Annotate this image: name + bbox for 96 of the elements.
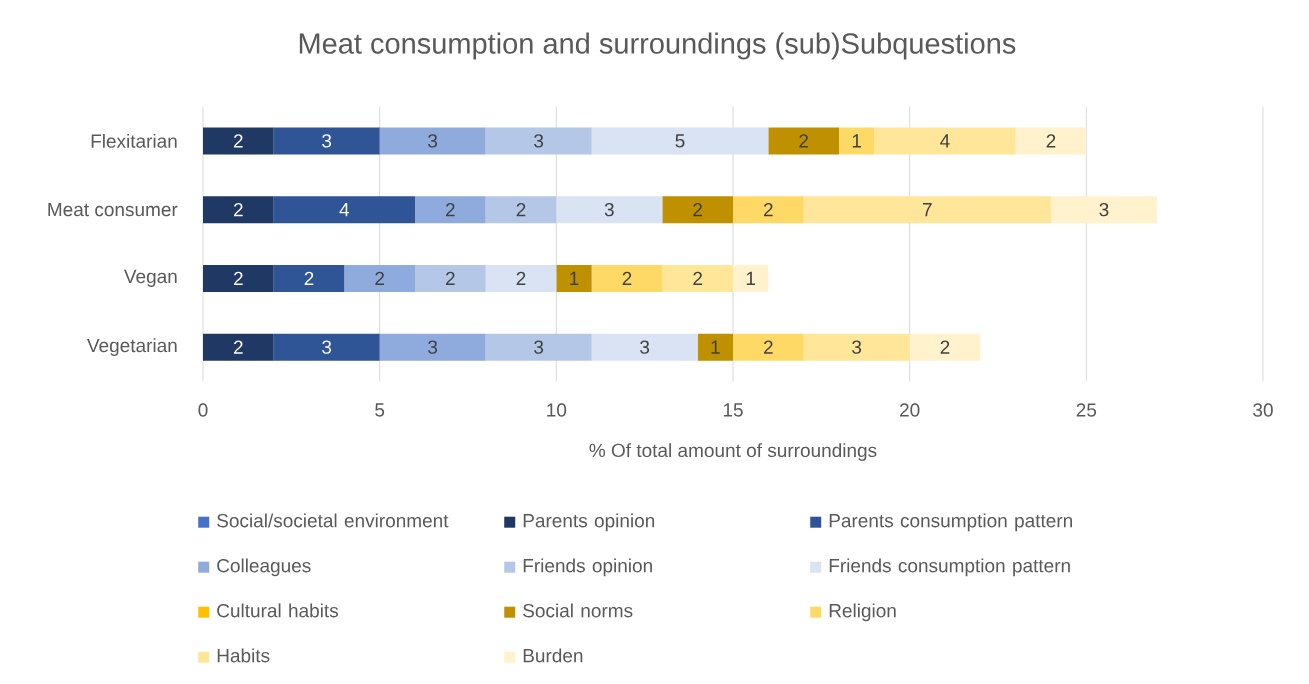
bar bbox=[591, 264, 663, 292]
data-label: 2 bbox=[763, 203, 773, 217]
x-tick-label: 15 bbox=[723, 403, 743, 417]
legend-label: Social norms bbox=[523, 603, 633, 618]
data-label: 2 bbox=[1046, 134, 1056, 148]
data-label: 3 bbox=[534, 340, 544, 354]
bar bbox=[273, 127, 380, 155]
legend-label: Habits bbox=[217, 648, 270, 663]
data-label: 2 bbox=[234, 271, 243, 286]
bar bbox=[732, 196, 804, 224]
x-tick-label: 0 bbox=[198, 403, 208, 417]
data-label: 1 bbox=[746, 271, 756, 285]
data-label: 1 bbox=[852, 134, 862, 148]
bar bbox=[732, 264, 769, 292]
data-label: 3 bbox=[322, 134, 332, 148]
x-tick-label: 5 bbox=[375, 403, 385, 417]
bar bbox=[591, 333, 698, 361]
bar bbox=[273, 333, 380, 361]
bar bbox=[415, 264, 486, 292]
legend-label: Colleagues bbox=[217, 558, 311, 577]
data-label: 2 bbox=[446, 271, 455, 286]
y-tick-label: Meat consumer bbox=[48, 202, 178, 217]
bar bbox=[909, 333, 981, 361]
data-label: 4 bbox=[339, 203, 350, 217]
data-label: 7 bbox=[923, 203, 932, 217]
data-label: 3 bbox=[428, 340, 438, 354]
data-label: 2 bbox=[234, 203, 243, 217]
data-label: 2 bbox=[799, 134, 808, 148]
legend-label: Cultural habits bbox=[217, 603, 339, 618]
bar bbox=[485, 333, 592, 361]
bar bbox=[203, 333, 274, 361]
legend-label: Social/societal environment bbox=[217, 513, 449, 528]
legend-label: Parents opinion bbox=[523, 513, 655, 532]
data-label: 5 bbox=[675, 134, 685, 148]
x-tick-label: 25 bbox=[1076, 403, 1097, 417]
chart-title: Meat consumption and surroundings (sub)Subquestions bbox=[299, 32, 1016, 60]
legend-label: Friends opinion bbox=[523, 558, 652, 577]
y-tick-label: Flexitarian bbox=[91, 133, 177, 148]
bar bbox=[662, 196, 733, 224]
data-label: 3 bbox=[428, 134, 438, 148]
data-label: 2 bbox=[516, 271, 526, 286]
legend-label: Burden bbox=[523, 648, 583, 663]
y-tick-label: Vegetarian bbox=[87, 338, 177, 356]
bar bbox=[203, 196, 274, 224]
bar bbox=[415, 196, 486, 224]
bar bbox=[1050, 196, 1157, 224]
data-label: 2 bbox=[940, 340, 950, 354]
data-label: 2 bbox=[516, 203, 526, 217]
data-label: 2 bbox=[234, 134, 243, 148]
legend-label: Friends consumption pattern bbox=[829, 558, 1070, 577]
bar bbox=[732, 333, 804, 361]
bar bbox=[203, 127, 274, 155]
data-label: 2 bbox=[446, 203, 455, 217]
data-label: 2 bbox=[763, 340, 773, 354]
data-label: 1 bbox=[711, 340, 720, 354]
data-label: 2 bbox=[234, 340, 243, 354]
bar bbox=[379, 333, 486, 361]
bar bbox=[1015, 127, 1087, 155]
data-label: 2 bbox=[622, 271, 632, 286]
x-tick-label: 10 bbox=[547, 403, 567, 417]
bar bbox=[803, 196, 1051, 224]
bar bbox=[838, 127, 875, 155]
data-label: 2 bbox=[693, 271, 702, 286]
bar bbox=[485, 127, 592, 155]
bar bbox=[556, 196, 663, 224]
bar bbox=[556, 264, 592, 292]
bar bbox=[768, 127, 839, 155]
data-label: 3 bbox=[322, 340, 332, 354]
bar bbox=[803, 333, 910, 361]
bar bbox=[662, 264, 733, 292]
data-label: 2 bbox=[304, 271, 314, 286]
bar bbox=[485, 196, 557, 224]
bar bbox=[379, 127, 486, 155]
data-label: 2 bbox=[375, 271, 384, 286]
legend-label: Parents consumption pattern bbox=[829, 513, 1072, 532]
bar bbox=[697, 333, 733, 361]
y-tick-label: Vegan bbox=[123, 269, 177, 287]
data-label: 4 bbox=[940, 134, 950, 148]
x-tick-label: 20 bbox=[900, 403, 920, 417]
data-label: 2 bbox=[693, 203, 702, 217]
bar bbox=[203, 264, 274, 292]
data-label: 3 bbox=[604, 202, 614, 217]
data-label: 3 bbox=[640, 340, 650, 354]
bar bbox=[485, 264, 557, 292]
x-axis-title: % Of total amount of surroundings bbox=[589, 443, 877, 461]
bar bbox=[273, 196, 415, 224]
legend-label: Religion bbox=[829, 603, 896, 622]
x-tick-label: 30 bbox=[1253, 403, 1273, 417]
data-label: 3 bbox=[534, 134, 544, 148]
data-label: 3 bbox=[852, 340, 862, 354]
bar bbox=[344, 264, 415, 292]
bar bbox=[273, 264, 345, 292]
bar bbox=[591, 127, 769, 155]
bar bbox=[874, 127, 1016, 155]
data-label: 1 bbox=[570, 271, 579, 285]
data-label: 3 bbox=[1099, 202, 1109, 217]
